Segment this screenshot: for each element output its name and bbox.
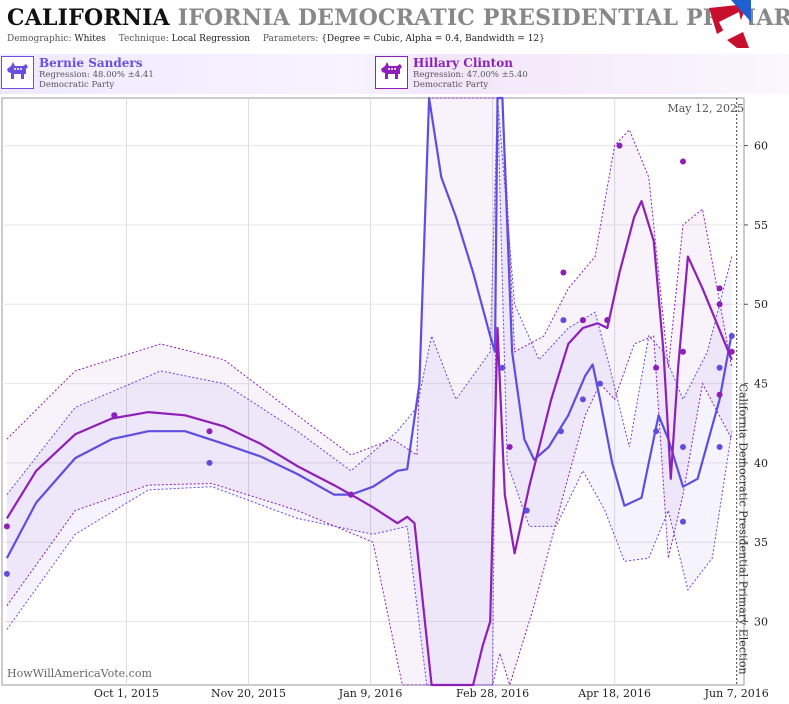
poll-point <box>560 269 567 276</box>
parameters-label: Parameters: <box>262 34 319 44</box>
technique-label: Technique: <box>118 34 169 44</box>
poll-points <box>3 142 735 577</box>
trend-line <box>5 96 733 559</box>
poll-point <box>206 459 213 466</box>
poll-point <box>604 317 611 324</box>
poll-point <box>716 285 723 292</box>
poll-point <box>348 491 354 498</box>
candidate-regression: Regression: 47.00% ±5.40 <box>413 70 528 80</box>
poll-point <box>716 364 723 371</box>
header: CALIFORNIA IFORNIA DEMOCRATIC PRESIDENTI… <box>0 0 789 52</box>
parameters-value: {Degree = Cubic, Alpha = 0.4, Bandwidth … <box>321 34 545 44</box>
plot-area <box>1 97 745 686</box>
y-tick-label: 50 <box>754 298 768 311</box>
grid-lines <box>1 97 745 686</box>
poll-point <box>597 380 603 387</box>
poll-point <box>499 364 506 371</box>
regression-chart: Oct 1, 2015 Nov 20, 2015 Jan 9, 2016 Feb 28… <box>1 96 769 700</box>
poll-point <box>111 412 118 419</box>
page-title: CALIFORNIA IFORNIA DEMOCRATIC PRESIDENTI… <box>7 5 789 31</box>
technique-value: Local Regression <box>171 34 250 44</box>
y-tick-label: 60 <box>754 140 768 153</box>
chart-date-label: May 12, 2025 <box>667 102 744 115</box>
poll-point <box>680 444 686 450</box>
x-tick-label: Jun 7, 2016 <box>704 687 769 700</box>
site-watermark: HowWillAmericaVote.com <box>7 667 152 680</box>
parameters-line: Demographic: Whites Technique: Local Reg… <box>7 34 545 44</box>
flag-logo-icon <box>709 0 751 48</box>
poll-point <box>728 348 735 355</box>
candidate-legend: Bernie Sanders Regression: 48.00% ±4.41 … <box>0 54 789 94</box>
x-tick-label: Apr 18, 2016 <box>577 687 651 700</box>
title-race: IFORNIA DEMOCRATIC PRESIDENTIAL PRIMARY … <box>177 5 789 31</box>
poll-point <box>579 317 586 324</box>
y-tick-label: 40 <box>754 457 768 470</box>
poll-point <box>680 158 686 165</box>
election-label: California Democratic Presidential Prima… <box>737 384 750 675</box>
poll-point <box>557 428 564 435</box>
x-tick-label: Nov 20, 2015 <box>211 687 286 700</box>
poll-point <box>3 570 10 577</box>
poll-point <box>680 518 686 525</box>
y-tick-label: 45 <box>754 378 768 391</box>
donkey-icon <box>1 56 34 89</box>
axes: Oct 1, 2015 Nov 20, 2015 Jan 9, 2016 Feb 28… <box>94 98 769 700</box>
title-state: CALIFORNIA <box>7 5 170 31</box>
candidate-name: Hillary Clinton <box>413 56 513 70</box>
candidate-party: Democratic Party <box>39 80 115 90</box>
confidence-band <box>6 98 732 685</box>
candidate-party: Democratic Party <box>413 80 489 90</box>
demographic-label: Demographic: <box>7 34 72 44</box>
x-tick-label: Oct 1, 2015 <box>94 687 159 700</box>
trend-lines <box>5 96 733 687</box>
confidence-band <box>6 98 732 685</box>
y-tick-label: 35 <box>754 536 768 549</box>
y-tick-label: 55 <box>754 219 768 232</box>
x-tick-label: Jan 9, 2016 <box>338 687 403 700</box>
band-lower-line <box>6 97 733 686</box>
poll-point <box>680 348 686 355</box>
poll-point <box>728 333 735 339</box>
poll-point <box>206 428 213 435</box>
poll-point <box>716 391 723 398</box>
donkey-icon <box>375 56 408 89</box>
confidence-bands <box>6 97 733 687</box>
poll-point <box>523 507 530 514</box>
y-tick-label: 30 <box>754 616 768 629</box>
poll-point <box>716 444 723 450</box>
poll-point <box>716 301 723 308</box>
poll-point <box>560 317 567 324</box>
poll-point <box>653 428 660 435</box>
poll-point <box>506 444 513 450</box>
demographic-value: Whites <box>74 34 106 44</box>
candidate-regression: Regression: 48.00% ±4.41 <box>39 70 154 80</box>
poll-point <box>616 142 623 149</box>
poll-point <box>653 364 660 371</box>
candidate-name: Bernie Sanders <box>39 56 143 70</box>
x-tick-label: Feb 28, 2016 <box>456 687 529 700</box>
band-upper-line <box>6 97 733 456</box>
trend-line <box>5 200 733 687</box>
band-lower-line <box>6 335 733 687</box>
poll-point <box>579 396 586 403</box>
poll-point <box>3 523 10 530</box>
